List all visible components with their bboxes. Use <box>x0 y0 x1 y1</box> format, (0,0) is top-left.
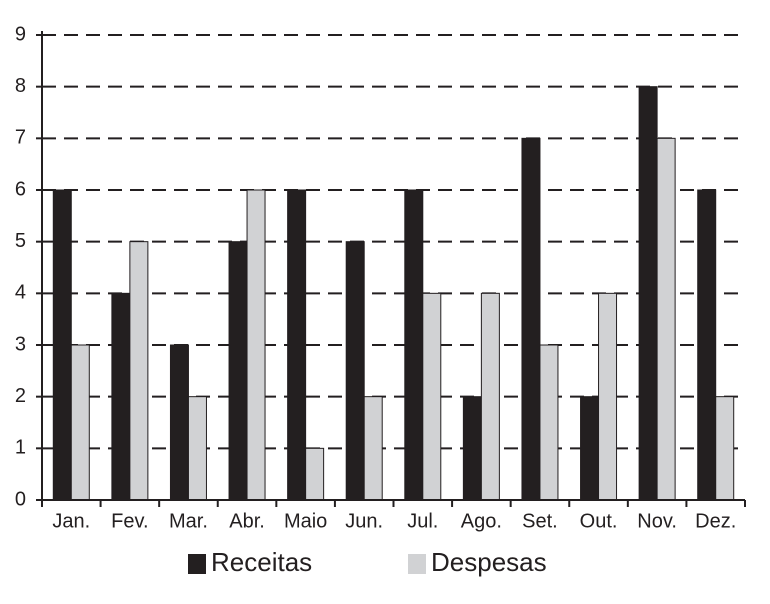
bar <box>228 241 248 501</box>
bar <box>715 396 735 501</box>
x-tick-label: Jul. <box>407 510 438 532</box>
x-tick-label: Set. <box>522 510 558 532</box>
bar <box>246 189 266 501</box>
bar <box>169 344 189 501</box>
bar <box>638 86 658 501</box>
bar <box>363 396 383 501</box>
y-tick-label: 5 <box>15 230 26 252</box>
bar <box>521 137 541 501</box>
legend-label: Receitas <box>211 547 312 577</box>
x-tick-label: Maio <box>284 510 327 532</box>
legend-swatch <box>408 554 426 574</box>
bars <box>52 86 735 501</box>
bar <box>598 292 618 501</box>
y-tick-label: 3 <box>15 333 26 355</box>
x-tick-label: Nov. <box>637 510 677 532</box>
y-tick-label: 0 <box>15 488 26 510</box>
x-tick-label: Abr. <box>229 510 265 532</box>
x-tick-label: Fev. <box>111 510 148 532</box>
x-tick-label: Jun. <box>345 510 383 532</box>
grid <box>42 34 745 450</box>
bar <box>539 344 559 501</box>
y-tick-label: 8 <box>15 75 26 97</box>
y-tick-label: 6 <box>15 178 26 200</box>
legend-swatch <box>188 554 206 574</box>
x-tick-label: Mar. <box>169 510 208 532</box>
x-tick-label: Out. <box>580 510 618 532</box>
bar <box>580 396 600 501</box>
bar <box>52 189 72 501</box>
x-tick-label: Dez. <box>695 510 736 532</box>
legend-label: Despesas <box>431 547 547 577</box>
bar <box>656 137 676 501</box>
bar <box>129 241 149 501</box>
bar <box>345 241 365 501</box>
bar <box>697 189 717 501</box>
y-tick-label: 1 <box>15 437 26 459</box>
x-tick-label: Ago. <box>461 510 502 532</box>
bar <box>111 292 131 501</box>
y-tick-label: 9 <box>15 23 26 45</box>
y-tick-label: 2 <box>15 385 26 407</box>
bar <box>70 344 90 501</box>
bar <box>404 189 424 501</box>
bar <box>422 292 442 501</box>
y-tick-label: 4 <box>15 282 26 304</box>
bar <box>462 396 482 501</box>
x-tick-label: Jan. <box>52 510 90 532</box>
bar <box>480 292 500 501</box>
bar <box>187 396 207 501</box>
axes: 0 1 2 3 4 5 6 7 8 9 Jan. Fev. Mar. Abr. Maio Jun. Jul. Ag… <box>15 23 746 577</box>
bar <box>305 447 325 501</box>
y-tick-label: 7 <box>15 127 26 149</box>
bar <box>287 189 307 501</box>
